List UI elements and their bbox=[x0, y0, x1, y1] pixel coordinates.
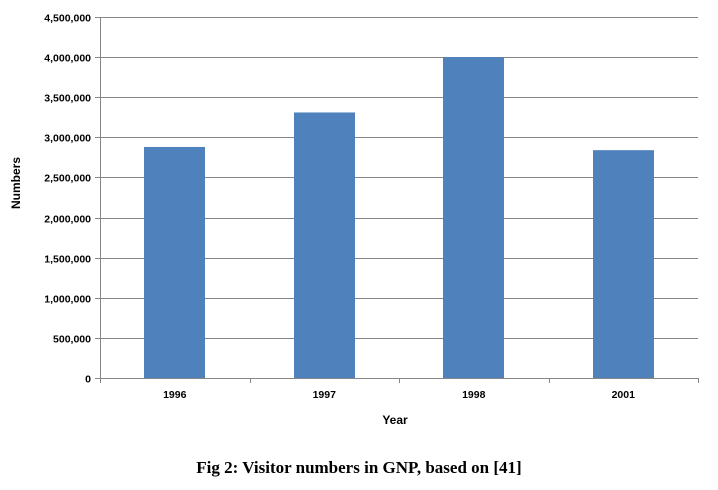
y-tick-label: 4,000,000 bbox=[44, 53, 91, 65]
bar-chart: 0 500,000 1,000,000 1,500,000 2,000,000 2,500… bbox=[9, 13, 699, 427]
x-axis-title: Year bbox=[382, 413, 408, 427]
bar-1997 bbox=[294, 112, 355, 378]
y-tick-label: 2,000,000 bbox=[44, 214, 91, 226]
y-tick-label: 2,500,000 bbox=[44, 173, 91, 185]
x-tick-label-2001: 2001 bbox=[612, 389, 636, 401]
bar-2001 bbox=[593, 150, 654, 378]
y-tick-label: 3,500,000 bbox=[44, 93, 91, 105]
y-tick-label: 4,500,000 bbox=[44, 13, 91, 25]
y-axis-tick-labels: 0 500,000 1,000,000 1,500,000 2,000,000 2,500… bbox=[44, 13, 91, 386]
y-tick-label: 3,000,000 bbox=[44, 133, 91, 145]
axes bbox=[95, 17, 699, 383]
y-tick-label: 1,500,000 bbox=[44, 254, 91, 266]
y-axis-title: Numbers bbox=[9, 157, 23, 209]
x-tick-label-1996: 1996 bbox=[163, 389, 187, 401]
bar-1998 bbox=[443, 57, 504, 378]
y-tick-label: 1,000,000 bbox=[44, 294, 91, 306]
y-tick-label: 500,000 bbox=[53, 334, 91, 346]
y-tick-label: 0 bbox=[85, 374, 91, 386]
bar-1996 bbox=[144, 146, 205, 378]
figure-caption: Fig 2: Visitor numbers in GNP, based on … bbox=[196, 458, 522, 477]
x-axis-tick-labels: 1996 1997 1998 2001 bbox=[163, 389, 635, 401]
bars bbox=[144, 57, 654, 378]
x-tick-label-1997: 1997 bbox=[313, 389, 337, 401]
x-tick-label-1998: 1998 bbox=[462, 389, 486, 401]
